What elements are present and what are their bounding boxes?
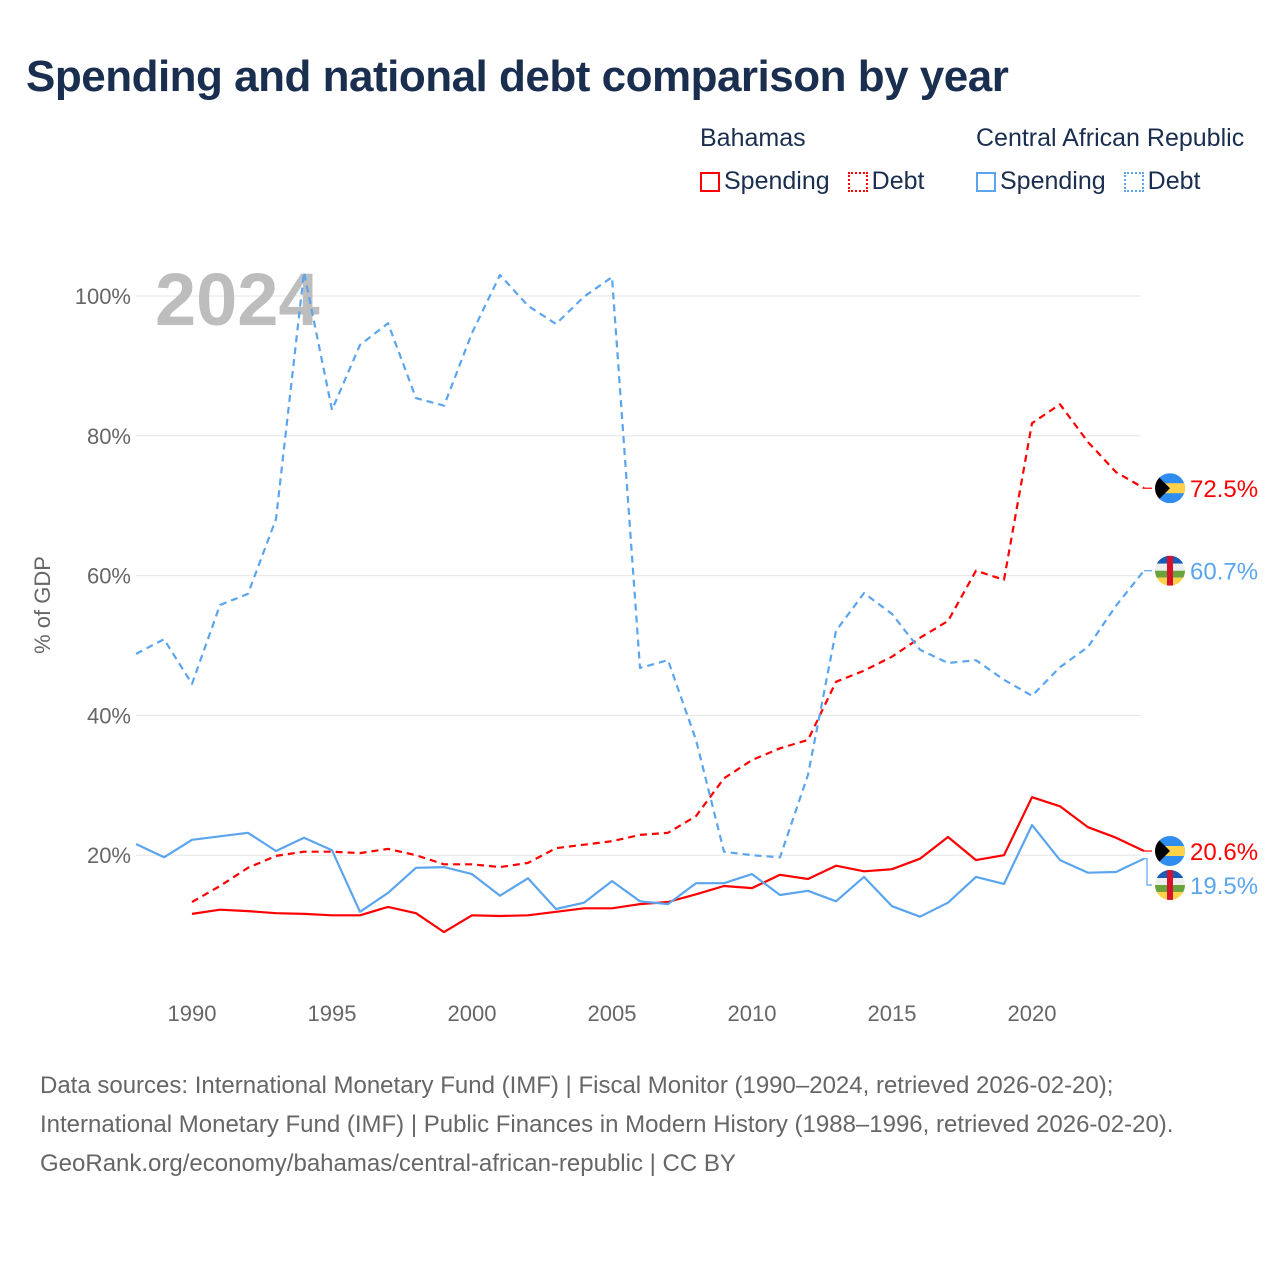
line-chart: 20% 40% 60% 80% 100% 1990 1995 2000 2005 2010 2015…: [30, 258, 1258, 1026]
x-tick-label: 2005: [588, 1001, 637, 1026]
y-tick-label: 80%: [87, 424, 131, 449]
x-tick-label: 2015: [868, 1001, 917, 1026]
bahamas-flag-icon: [1155, 836, 1185, 867]
car-flag-icon: [1155, 555, 1185, 586]
series-line-bahamas-spending: [191, 796, 1145, 934]
year-watermark: 2024: [155, 258, 320, 341]
series-line-bahamas-debt: [191, 403, 1145, 903]
legend-country-label: Central African Republic: [976, 124, 1245, 152]
y-tick-label: 60%: [87, 564, 131, 589]
legend-group-bahamas: Bahamas Spending Debt: [700, 124, 924, 196]
end-value-label: 72.5%: [1190, 476, 1258, 503]
end-value-label: 19.5%: [1190, 873, 1258, 900]
y-axis-label: % of GDP: [30, 556, 55, 654]
bahamas-flag-icon: [1155, 473, 1185, 504]
series-line-central-african-republic-spending: [135, 823, 1145, 918]
legend-label: Debt: [1147, 167, 1201, 195]
x-tick-label: 2000: [448, 1001, 497, 1026]
legend-label: Spending: [724, 167, 830, 195]
x-tick-label: 2010: [728, 1001, 777, 1026]
end-value-label: 60.7%: [1190, 559, 1258, 586]
legend-country-label: Bahamas: [700, 124, 806, 152]
footer: Data sources: International Monetary Fun…: [40, 1066, 1240, 1183]
chart-title: Spending and national debt comparison by…: [26, 52, 1009, 101]
legend-item-car-debt[interactable]: Debt: [1123, 167, 1201, 196]
y-tick-label: 40%: [87, 703, 131, 728]
label-connector: [1144, 858, 1152, 886]
y-tick-label: 20%: [87, 843, 131, 868]
data-sources: Data sources: International Monetary Fun…: [40, 1072, 1174, 1138]
legend-label: Spending: [1000, 167, 1106, 195]
x-tick-label: 1995: [308, 1001, 357, 1026]
x-tick-label: 2020: [1008, 1001, 1057, 1026]
x-tick-label: 1990: [168, 1001, 217, 1026]
car-flag-icon: [1155, 870, 1185, 901]
series-line-central-african-republic-debt: [135, 271, 1145, 859]
attribution: GeoRank.org/economy/bahamas/central-afri…: [40, 1150, 736, 1177]
legend-group-car: Central African Republic Spending Debt: [976, 124, 1244, 196]
legend-item-bahamas-debt[interactable]: Debt: [847, 167, 925, 196]
y-tick-label: 100%: [75, 284, 131, 309]
legend-label: Debt: [871, 167, 925, 195]
end-value-label: 20.6%: [1190, 839, 1258, 866]
legend-item-bahamas-spending[interactable]: Spending: [700, 167, 830, 196]
legend-item-car-spending[interactable]: Spending: [976, 167, 1106, 196]
